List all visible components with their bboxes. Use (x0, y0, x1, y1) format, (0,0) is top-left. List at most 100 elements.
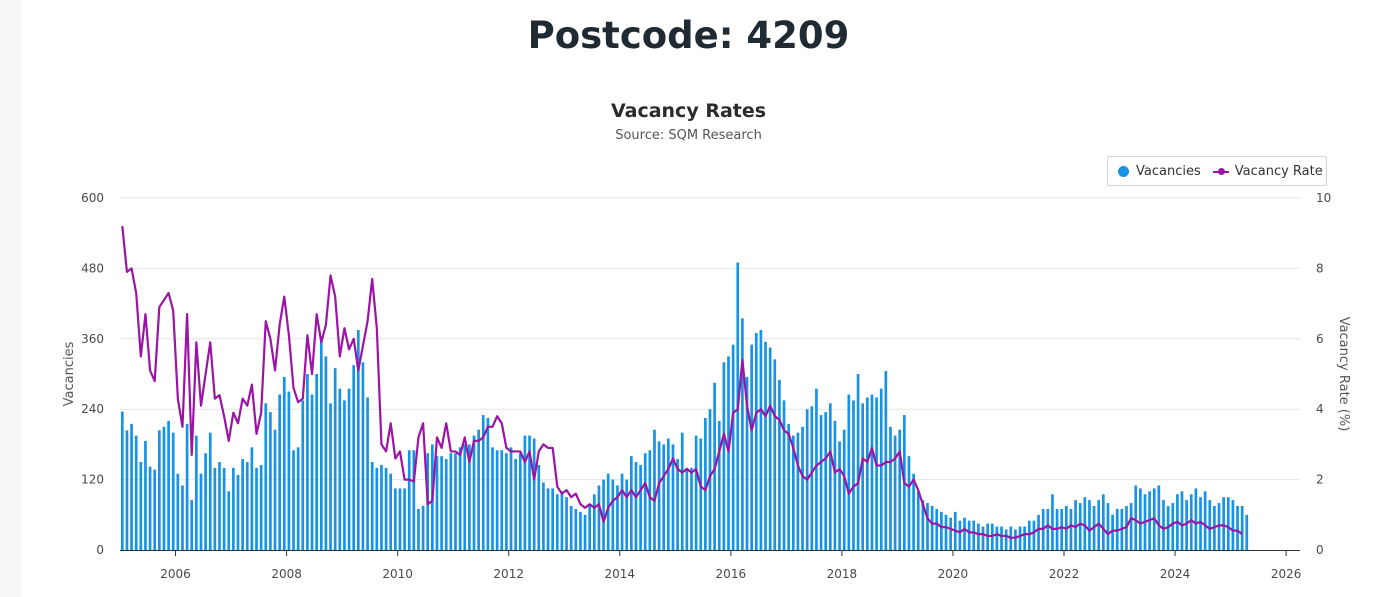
vacancies-bar (393, 488, 397, 550)
vacancies-bar (384, 467, 388, 550)
vacancies-bar (338, 388, 342, 550)
vacancies-bar (870, 394, 874, 550)
vacancies-bar (232, 467, 235, 550)
vacancies-bar (403, 488, 406, 550)
vacancies-bar (139, 462, 143, 550)
y-left-tick-label: 360 (81, 332, 104, 346)
vacancies-bar (356, 330, 360, 550)
vacancies-bar (1078, 503, 1082, 550)
vacancies-bar (898, 429, 902, 550)
vacancies-bar (569, 506, 573, 550)
vacancies-bar (250, 447, 254, 550)
vacancies-bar (690, 467, 693, 550)
vacancies-bar (1222, 497, 1225, 550)
vacancies-bar (1027, 520, 1031, 550)
vacancies-bar (185, 423, 189, 550)
vacancies-bar (1023, 526, 1027, 550)
y-right-tick-label: 8 (1316, 261, 1324, 275)
vacancies-bar (782, 400, 786, 550)
vacancies-bar (463, 444, 467, 550)
vacancies-bar (204, 453, 207, 550)
y-right-axis-title: Vacancy Rate (%) (1336, 317, 1351, 432)
vacancies-bar (963, 517, 966, 550)
x-tick-label: 2012 (493, 567, 524, 581)
vacancies-bar (130, 423, 133, 550)
legend-label-vacancy-rate: Vacancy Rate (1234, 163, 1323, 179)
vacancies-bar (842, 429, 846, 550)
vacancies-bar (417, 508, 420, 550)
vacancies-bar (157, 430, 161, 550)
vacancies-bar (981, 526, 985, 550)
vacancies-bar (449, 453, 453, 550)
vacancies-bar (236, 474, 240, 550)
vacancies-bar (555, 494, 559, 550)
vacancies-bar (444, 459, 448, 550)
vacancies-bar (329, 403, 332, 550)
vacancies-bar (592, 494, 596, 550)
vacancies-bar (1157, 485, 1161, 550)
vacancies-bar (940, 511, 943, 550)
vacancies-bar (1037, 514, 1040, 550)
vacancies-bar (1231, 500, 1235, 550)
vacancies-bar (1018, 526, 1022, 550)
vacancies-bar (537, 464, 541, 550)
y-right-tick-label: 4 (1316, 402, 1324, 416)
legend-item-vacancy-rate[interactable]: Vacancy Rate (1212, 163, 1323, 179)
vacancies-bar (828, 403, 832, 550)
vacancies-bar (815, 388, 818, 550)
vacancies-bar (167, 420, 170, 550)
vacancies-bar (1004, 529, 1008, 550)
vacancies-bar (481, 415, 485, 550)
vacancies-bar (583, 514, 587, 550)
vacancies-bar (208, 432, 212, 550)
vacancies-bar (754, 332, 758, 550)
vacancies-bar (574, 508, 578, 550)
vacancies-bar (296, 447, 300, 550)
vacancies-bar (1194, 488, 1198, 550)
vacancies-bar (616, 485, 619, 550)
y-left-axis-title: Vacancies (62, 341, 77, 406)
vacancies-bar (532, 438, 536, 550)
vacancies-bar (306, 374, 309, 550)
vacancies-bar (495, 450, 499, 550)
vacancies-bar (1060, 508, 1064, 550)
vacancies-bar (458, 447, 462, 550)
vacancies-bar (856, 374, 860, 550)
vacancies-bar (468, 444, 471, 550)
vacancies-bar (611, 479, 615, 550)
vacancies-bar (1074, 500, 1077, 550)
y-right-tick-label: 0 (1316, 543, 1324, 557)
vacancies-bar (565, 497, 568, 550)
vacancies-bar (717, 420, 721, 550)
vacancies-bar (259, 464, 263, 550)
vacancies-bar (518, 453, 522, 550)
legend-marker-vacancies-icon (1118, 165, 1129, 177)
legend-item-vacancies[interactable]: Vacancies (1118, 164, 1201, 179)
vacancies-bar (602, 479, 605, 550)
vacancies-bar (852, 400, 855, 550)
vacancies-bar (491, 447, 494, 550)
vacancies-bar (750, 344, 753, 550)
x-tick-label: 2024 (1160, 567, 1191, 581)
vacancies-bar (625, 479, 629, 550)
vacancies-bar (366, 397, 369, 550)
vacancies-bar (523, 435, 527, 550)
vacancies-bar (1046, 508, 1050, 550)
vacancies-bar (227, 491, 231, 550)
vacancies-bar (315, 374, 319, 550)
vacancies-bar (889, 426, 892, 550)
chart-axes: 0 120 240 360 480 600 0 2 4 6 8 10 2006 2008 2010 2012 2… (62, 191, 1351, 581)
vacancies-bar (935, 508, 939, 550)
vacancies-bars (120, 262, 1249, 550)
vacancy-rate-line (121, 226, 1243, 539)
x-tick-label: 2014 (604, 567, 635, 581)
chart-title: Vacancy Rates (610, 100, 767, 122)
x-tick-label: 2022 (1049, 567, 1080, 581)
vacancies-bar (620, 473, 624, 550)
vacancies-bar (514, 459, 517, 550)
vacancies-bar (643, 453, 647, 550)
vacancies-bar (560, 491, 564, 550)
x-tick-label: 2016 (716, 567, 747, 581)
vacancies-bar (505, 453, 508, 550)
vacancies-bar (278, 394, 281, 550)
